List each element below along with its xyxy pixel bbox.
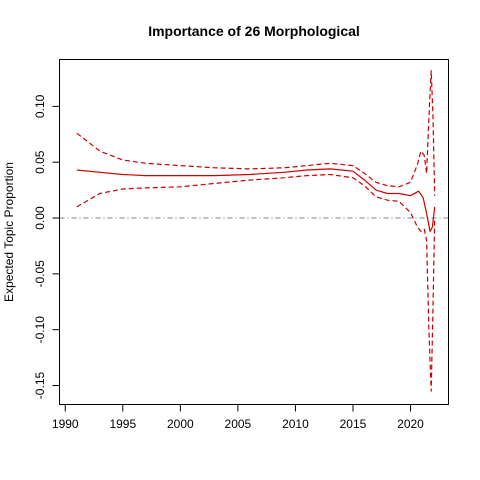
x-tick-label: 2000 — [167, 417, 194, 431]
chart-title: Importance of 26 Morphological — [148, 23, 360, 39]
y-tick-label: 0.05 — [33, 150, 47, 174]
x-tick-label: 2015 — [340, 417, 367, 431]
y-tick-label: -0.05 — [33, 260, 47, 288]
y-tick-label: -0.15 — [33, 372, 47, 400]
y-tick-label: 0.00 — [33, 206, 47, 230]
x-tick-label: 1990 — [52, 417, 79, 431]
series-lower-bound-line — [76, 173, 436, 392]
plot-box — [59, 59, 449, 405]
x-tick-label: 2020 — [397, 417, 424, 431]
y-tick-label: 0.10 — [33, 94, 47, 118]
series-estimate-line — [76, 168, 436, 232]
y-tick-label: -0.10 — [33, 316, 47, 344]
series-upper-bound-line — [76, 70, 436, 196]
x-tick-label: 1995 — [109, 417, 136, 431]
y-axis-label: Expected Topic Proportion — [2, 162, 16, 302]
x-tick-label: 2005 — [225, 417, 252, 431]
x-tick-label: 2010 — [282, 417, 309, 431]
